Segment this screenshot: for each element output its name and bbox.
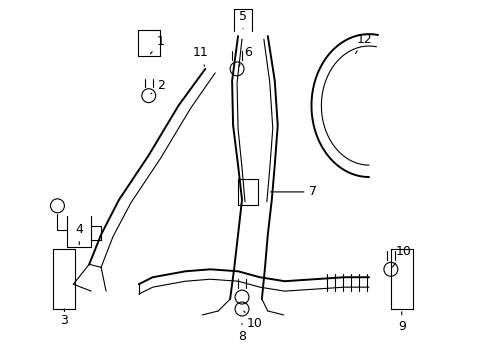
Text: 2: 2 <box>151 79 164 94</box>
Text: 7: 7 <box>270 185 317 198</box>
Text: 10: 10 <box>392 245 411 267</box>
Text: 11: 11 <box>192 46 208 66</box>
Text: 5: 5 <box>239 10 246 28</box>
Text: 10: 10 <box>244 311 263 330</box>
Text: 1: 1 <box>150 35 164 54</box>
Bar <box>238 179 257 205</box>
Text: 6: 6 <box>238 46 251 67</box>
Text: 12: 12 <box>355 33 371 54</box>
Text: 9: 9 <box>397 312 405 333</box>
Text: 3: 3 <box>61 309 68 327</box>
Text: 8: 8 <box>238 324 245 343</box>
Text: 4: 4 <box>75 223 83 245</box>
